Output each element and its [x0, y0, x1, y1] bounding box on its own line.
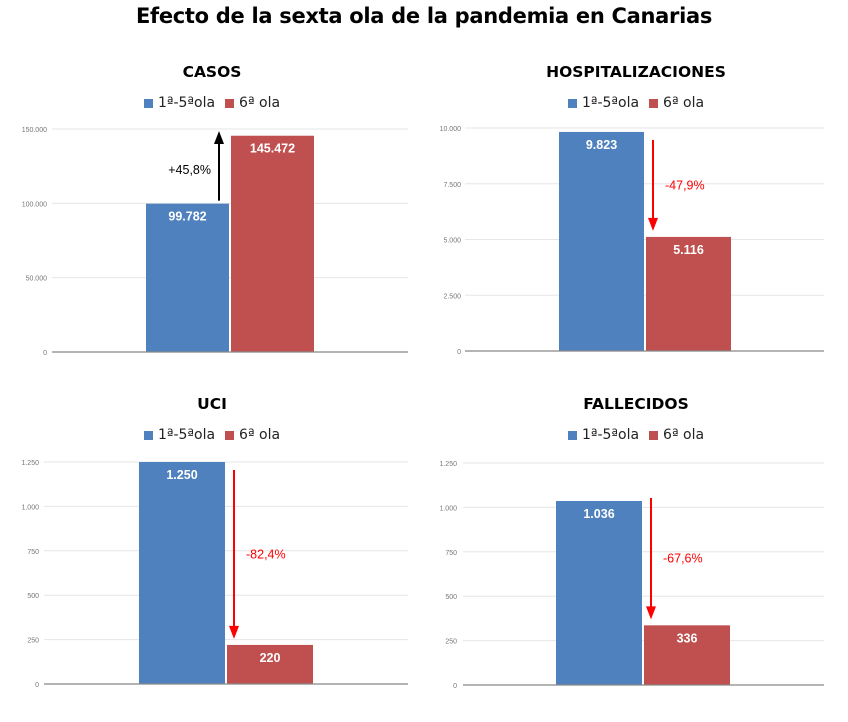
bar-1a-5a-ola [146, 203, 229, 352]
legend-swatch-red [649, 430, 659, 440]
y-tick-label: 150.000 [22, 127, 47, 134]
legend-label: 6ª ola [239, 95, 281, 111]
legend-item-series1: 1ª-5ªola [567, 427, 640, 443]
y-tick-label: 7.500 [443, 182, 461, 189]
chart-plot: 0 50.000 100.000 150.000 99.782 145.472 +45,8% [22, 127, 408, 357]
y-tick-label: 10.000 [440, 126, 462, 133]
legend-swatch-blue [143, 430, 153, 440]
bar-1a-5a-ola [556, 501, 642, 685]
bar-value-label: 145.472 [250, 142, 295, 156]
legend-swatch-red [649, 98, 659, 108]
y-tick-label: 0 [453, 683, 457, 690]
chart-panel-fallecidos: FALLECIDOS 1ª-5ªola 6ª ola 0 250 500 750 1.0… [424, 392, 848, 722]
y-tick-label: 2.500 [443, 293, 461, 300]
legend-label: 1ª-5ªola [581, 427, 640, 443]
chart-panel-hospitalizaciones: HOSPITALIZACIONES 1ª-5ªola 6ª ola 0 2.500… [424, 60, 848, 390]
chart-title: UCI [197, 395, 227, 413]
y-tick-label: 100.000 [22, 201, 47, 208]
chart-plot: 0 250 500 750 1.000 1.250 1.250 220 -82,4% [21, 460, 408, 689]
legend-label: 6ª ola [239, 427, 281, 443]
bar-6a-ola [646, 236, 731, 351]
arrow-up-head-icon [214, 131, 224, 144]
y-tick-label: 0 [43, 350, 47, 357]
legend-item-series1: 1ª-5ªola [143, 427, 216, 443]
legend-item-series2: 6ª ola [649, 95, 704, 111]
chart-title: CASOS [182, 63, 242, 81]
change-annotation: -47,9% [665, 178, 705, 192]
y-tick-label: 750 [27, 549, 39, 556]
y-tick-label: 750 [445, 550, 457, 557]
legend-item-series2: 6ª ola [225, 427, 280, 443]
arrow-down-head-icon [646, 606, 656, 620]
change-annotation: -82,4% [246, 547, 286, 561]
y-tick-label: 500 [27, 593, 39, 600]
legend-item-series2: 6ª ola [649, 427, 704, 443]
y-tick-label: 250 [445, 639, 457, 646]
y-tick-label: 50.000 [26, 276, 48, 283]
chart-panel-casos: CASOS 1ª-5ªola 6ª ola 0 50.000 100.000 150.… [0, 60, 424, 390]
legend-label: 6ª ola [663, 427, 705, 443]
bar-value-label: 99.782 [168, 210, 206, 224]
chart-legend: 1ª-5ªola 6ª ola [424, 95, 848, 111]
bar-value-label: 9.823 [586, 138, 617, 152]
change-annotation: +45,8% [168, 163, 211, 177]
y-tick-label: 1.250 [21, 460, 39, 467]
bar-value-label: 220 [260, 651, 281, 665]
bar-6a-ola [644, 625, 730, 685]
y-tick-label: 250 [27, 638, 39, 645]
chart-plot: 0 250 500 750 1.000 1.250 1.036 336 -67,6% [439, 461, 824, 690]
legend-label: 1ª-5ªola [157, 95, 216, 111]
bar-value-label: 1.036 [583, 507, 614, 521]
y-tick-label: 1.000 [21, 504, 39, 511]
bar-6a-ola [231, 135, 314, 352]
y-tick-label: 0 [35, 682, 39, 689]
legend-swatch-red [225, 98, 235, 108]
main-title: Efecto de la sexta ola de la pandemia en… [135, 4, 713, 28]
chart-panel-uci: UCI 1ª-5ªola 6ª ola 0 250 500 750 1.000 1.250… [0, 392, 424, 722]
bar-value-label: 336 [677, 631, 698, 645]
y-tick-label: 1.000 [439, 505, 457, 512]
legend-item-series2: 6ª ola [225, 95, 280, 111]
arrow-down-head-icon [648, 217, 658, 231]
chart-title: FALLECIDOS [583, 395, 689, 413]
y-tick-label: 500 [445, 594, 457, 601]
bar-value-label: 1.250 [166, 468, 197, 482]
legend-swatch-blue [567, 98, 577, 108]
chart-legend: 1ª-5ªola 6ª ola [424, 427, 848, 443]
arrow-down-head-icon [229, 625, 239, 639]
chart-legend: 1ª-5ªola 6ª ola [0, 95, 424, 111]
change-annotation: -67,6% [663, 552, 703, 566]
legend-label: 1ª-5ªola [581, 95, 640, 111]
legend-swatch-blue [567, 430, 577, 440]
chart-legend: 1ª-5ªola 6ª ola [0, 427, 424, 443]
bar-1a-5a-ola [139, 462, 225, 684]
legend-swatch-red [225, 430, 235, 440]
chart-plot: 0 2.500 5.000 7.500 10.000 9.823 5.116 -47,9% [440, 126, 824, 356]
bar-value-label: 5.116 [673, 243, 704, 257]
legend-swatch-blue [143, 98, 153, 108]
y-tick-label: 5.000 [443, 238, 461, 245]
chart-title: HOSPITALIZACIONES [546, 63, 726, 81]
y-tick-label: 1.250 [439, 461, 457, 468]
legend-item-series1: 1ª-5ªola [143, 95, 216, 111]
legend-label: 6ª ola [663, 95, 705, 111]
legend-item-series1: 1ª-5ªola [567, 95, 640, 111]
legend-label: 1ª-5ªola [157, 427, 216, 443]
bar-6a-ola [227, 644, 313, 684]
bar-1a-5a-ola [559, 131, 644, 351]
y-tick-label: 0 [457, 349, 461, 356]
